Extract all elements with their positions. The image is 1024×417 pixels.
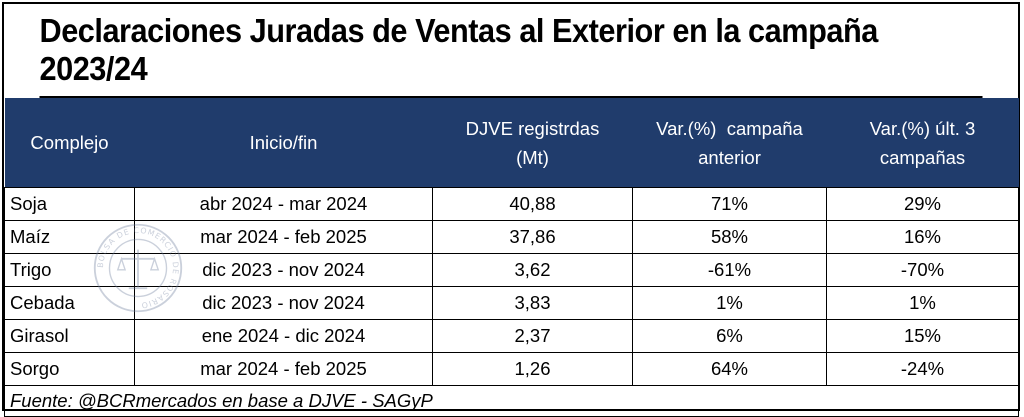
cell-var-3: -70% (826, 253, 1019, 287)
cell-var-anterior: 6% (632, 319, 827, 353)
header-djve: DJVE registrdas (Mt) (432, 98, 633, 188)
cell-periodo: mar 2024 - feb 2025 (134, 220, 433, 254)
table-row: Cebada dic 2023 - nov 2024 3,83 1% 1% (4, 286, 1019, 320)
cell-periodo: mar 2024 - feb 2025 (134, 352, 433, 386)
cell-var-anterior: 58% (632, 220, 827, 254)
header-inicio-fin: Inicio/fin (134, 98, 433, 188)
djve-table: Complejo Inicio/fin DJVE registrdas (Mt) … (4, 98, 1019, 417)
cell-var-3: 15% (826, 319, 1019, 353)
table-row: Sorgo mar 2024 - feb 2025 1,26 64% -24% (4, 352, 1019, 386)
cell-var-3: 1% (826, 286, 1019, 320)
cell-var-anterior: 71% (632, 187, 827, 221)
cell-periodo: ene 2024 - dic 2024 (134, 319, 433, 353)
cell-djve: 37,86 (432, 220, 633, 254)
cell-complejo: Maíz (4, 220, 135, 254)
cell-var-3: 16% (826, 220, 1019, 254)
cell-periodo: abr 2024 - mar 2024 (134, 187, 433, 221)
cell-djve: 3,83 (432, 286, 633, 320)
table-row: Trigo dic 2023 - nov 2024 3,62 -61% -70% (4, 253, 1019, 287)
cell-complejo: Soja (4, 187, 135, 221)
page-title: Declaraciones Juradas de Ventas al Exter… (39, 4, 983, 98)
source-note: Fuente: @BCRmercados en base a DJVE - SA… (4, 385, 1019, 417)
cell-djve: 1,26 (432, 352, 633, 386)
header-row: Complejo Inicio/fin DJVE registrdas (Mt) … (4, 98, 1019, 188)
table-row: Girasol ene 2024 - dic 2024 2,37 6% 15% (4, 319, 1019, 353)
cell-var-anterior: 64% (632, 352, 827, 386)
header-var-anterior: Var.(%) campaña anterior (632, 98, 827, 188)
cell-complejo: Cebada (4, 286, 135, 320)
header-var-3: Var.(%) últ. 3 campañas (826, 98, 1019, 188)
cell-djve: 2,37 (432, 319, 633, 353)
source-row: Fuente: @BCRmercados en base a DJVE - SA… (4, 385, 1019, 417)
table-row: Soja abr 2024 - mar 2024 40,88 71% 29% (4, 187, 1019, 221)
header-complejo: Complejo (4, 98, 135, 188)
cell-complejo: Sorgo (4, 352, 135, 386)
cell-var-anterior: -61% (632, 253, 827, 287)
cell-complejo: Trigo (4, 253, 135, 287)
cell-var-3: 29% (826, 187, 1019, 221)
table-row: Maíz mar 2024 - feb 2025 37,86 58% 16% (4, 220, 1019, 254)
cell-djve: 40,88 (432, 187, 633, 221)
cell-complejo: Girasol (4, 319, 135, 353)
cell-var-3: -24% (826, 352, 1019, 386)
cell-periodo: dic 2023 - nov 2024 (134, 286, 433, 320)
cell-var-anterior: 1% (632, 286, 827, 320)
cell-periodo: dic 2023 - nov 2024 (134, 253, 433, 287)
cell-djve: 3,62 (432, 253, 633, 287)
